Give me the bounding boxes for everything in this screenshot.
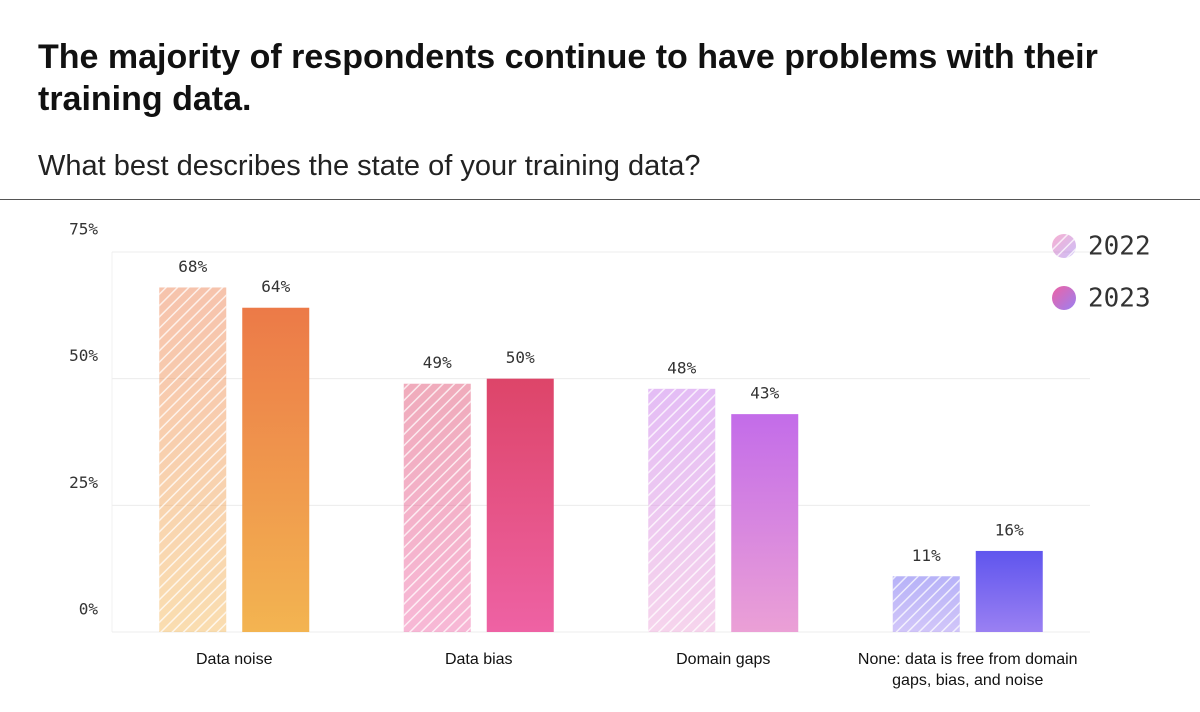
legend-label: 2023 <box>1088 284 1151 314</box>
value-label: 64% <box>261 277 290 296</box>
chart-subtitle: What best describes the state of your tr… <box>38 150 701 182</box>
bar-hatch <box>403 383 471 632</box>
value-label: 50% <box>506 348 535 367</box>
y-tick-label: 75% <box>69 220 98 239</box>
value-label: 68% <box>178 257 207 276</box>
x-tick-label: Domain gaps <box>676 651 771 668</box>
bar <box>975 550 1043 632</box>
y-tick-label: 0% <box>79 600 99 619</box>
bar <box>242 307 310 632</box>
bar-hatch <box>892 576 960 632</box>
legend-swatch <box>1052 286 1076 310</box>
x-tick-label: Data noise <box>196 651 273 668</box>
y-tick-label: 50% <box>69 346 98 365</box>
chart-title: The majority of respondents continue to … <box>38 38 1098 118</box>
divider <box>0 199 1200 200</box>
value-label: 16% <box>995 520 1024 539</box>
value-label: 48% <box>667 358 696 377</box>
bar-hatch <box>159 287 227 632</box>
y-tick-label: 25% <box>69 473 98 492</box>
x-tick-label: Data bias <box>444 651 513 668</box>
legend-label: 2022 <box>1088 232 1151 262</box>
bar-hatch <box>648 388 716 632</box>
legend-swatch-hatch <box>1052 234 1076 258</box>
x-tick-label: None: data is free from domain gaps, bia… <box>857 651 1078 689</box>
bar <box>486 378 554 632</box>
value-label: 11% <box>912 546 941 565</box>
value-label: 49% <box>423 353 452 372</box>
bar <box>731 414 799 632</box>
value-label: 43% <box>750 384 779 403</box>
